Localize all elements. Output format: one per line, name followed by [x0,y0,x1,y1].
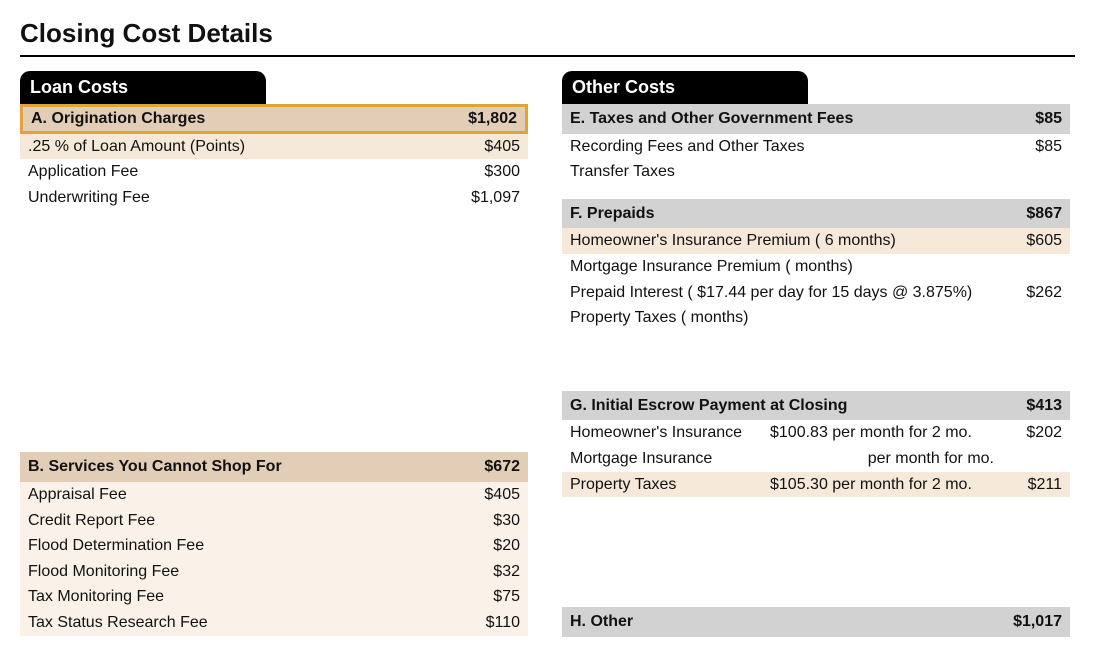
section-f-header: F. Prepaids $867 [562,199,1070,229]
escrow-item: Homeowner's Insurance [570,422,770,444]
row-label: Flood Determination Fee [28,535,450,557]
section-e-row: Recording Fees and Other Taxes $85 [562,134,1070,160]
row-amount: $605 [992,230,1062,252]
section-b-row: Appraisal Fee $405 [20,482,528,508]
row-label: Transfer Taxes [570,161,992,183]
section-g-title: G. Initial Escrow Payment at Closing [570,395,992,417]
section-f-total: $867 [992,203,1062,225]
row-label: Homeowner's Insurance Premium ( 6 months… [570,230,992,252]
two-column-layout: Loan Costs A. Origination Charges $1,802… [20,71,1075,637]
escrow-item: Property Taxes [570,474,770,496]
section-b-row: Credit Report Fee $30 [20,508,528,534]
row-amount: $300 [450,161,520,183]
section-a-row: Underwriting Fee $1,097 [20,185,528,211]
other-costs-column: Other Costs E. Taxes and Other Governmen… [562,71,1070,637]
section-f-row: Mortgage Insurance Premium ( months) [562,254,1070,280]
section-h-total: $1,017 [992,611,1062,633]
section-g-row: Property Taxes $105.30 per month for 2 m… [562,472,1070,498]
escrow-rate: $100.83 per month for 2 mo. [770,422,1002,444]
row-label: Appraisal Fee [28,484,450,506]
row-amount: $30 [450,510,520,532]
page-title: Closing Cost Details [20,18,1075,49]
escrow-rate: $105.30 per month for 2 mo. [770,474,1002,496]
row-label: Flood Monitoring Fee [28,561,450,583]
row-amount: $85 [992,136,1062,158]
row-label: .25 % of Loan Amount (Points) [28,136,450,158]
escrow-rate: per month for mo. [770,448,1002,470]
escrow-amount: $202 [1002,422,1062,444]
section-b-title: B. Services You Cannot Shop For [28,456,450,478]
section-h-header: H. Other $1,017 [562,607,1070,637]
section-f-row: Property Taxes ( months) [562,305,1070,331]
row-label: Prepaid Interest ( $17.44 per day for 15… [570,282,992,304]
section-a-row: Application Fee $300 [20,159,528,185]
row-amount: $405 [450,136,520,158]
vertical-spacer [20,210,528,452]
section-e-header: E. Taxes and Other Government Fees $85 [562,104,1070,134]
section-g-row: Mortgage Insurance per month for mo. [562,446,1070,472]
loan-costs-column: Loan Costs A. Origination Charges $1,802… [20,71,528,636]
section-b-row: Tax Status Research Fee $110 [20,610,528,636]
section-b-total: $672 [450,456,520,478]
section-g-row: Homeowner's Insurance $100.83 per month … [562,420,1070,446]
row-amount: $405 [450,484,520,506]
section-g-header: G. Initial Escrow Payment at Closing $41… [562,391,1070,421]
title-rule [20,55,1075,57]
row-amount: $1,097 [450,187,520,209]
section-b-row: Flood Monitoring Fee $32 [20,559,528,585]
row-label: Tax Status Research Fee [28,612,450,634]
row-amount: $262 [992,282,1062,304]
row-label: Underwriting Fee [28,187,450,209]
row-label: Mortgage Insurance Premium ( months) [570,256,992,278]
section-f-title: F. Prepaids [570,203,992,225]
row-label: Property Taxes ( months) [570,307,992,329]
row-amount: $75 [450,586,520,608]
other-costs-tab: Other Costs [562,71,808,104]
section-f-row: Homeowner's Insurance Premium ( 6 months… [562,228,1070,254]
section-a-row: .25 % of Loan Amount (Points) $405 [20,134,528,160]
row-amount: $32 [450,561,520,583]
section-h-title: H. Other [570,611,992,633]
section-e-total: $85 [992,108,1062,130]
section-e-title: E. Taxes and Other Government Fees [570,108,992,130]
section-g-total: $413 [992,395,1062,417]
section-a-header: A. Origination Charges $1,802 [20,104,528,134]
row-amount: $110 [450,612,520,634]
escrow-item: Mortgage Insurance [570,448,770,470]
section-a-title: A. Origination Charges [31,108,447,130]
row-amount: $20 [450,535,520,557]
row-label: Recording Fees and Other Taxes [570,136,992,158]
escrow-amount: $211 [1002,474,1062,496]
section-b-header: B. Services You Cannot Shop For $672 [20,452,528,482]
escrow-amount [1002,448,1062,470]
section-f-row: Prepaid Interest ( $17.44 per day for 15… [562,280,1070,306]
row-label: Tax Monitoring Fee [28,586,450,608]
section-e-row: Transfer Taxes [562,159,1070,185]
row-label: Application Fee [28,161,450,183]
section-b-row: Tax Monitoring Fee $75 [20,584,528,610]
loan-costs-tab: Loan Costs [20,71,266,104]
vertical-spacer [562,497,1070,607]
row-label: Credit Report Fee [28,510,450,532]
section-b-row: Flood Determination Fee $20 [20,533,528,559]
section-a-total: $1,802 [447,108,517,130]
